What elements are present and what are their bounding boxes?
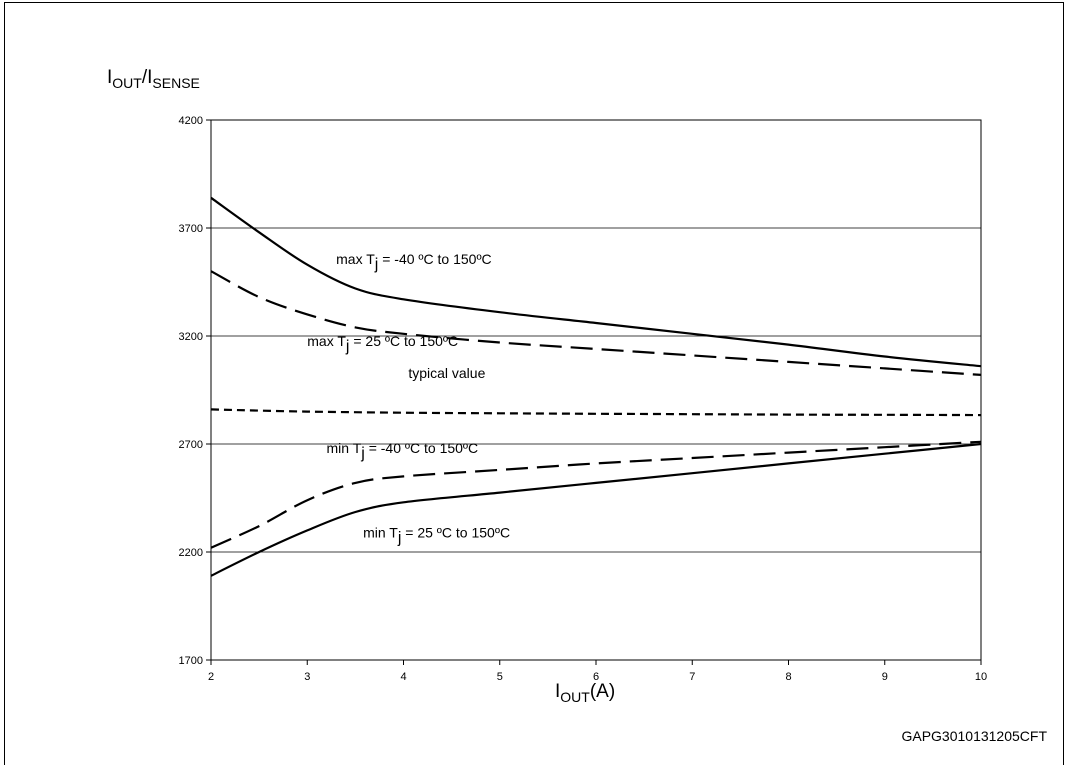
annotation-text-tail: = -40 ºC to 150ºC: [378, 251, 491, 267]
series-line-4-solid: [210, 442, 982, 577]
x-axis-label-sub: OUT: [560, 689, 590, 705]
annotation-text-tail: = -40 ºC to 150ºC: [365, 440, 478, 456]
annotation-min1: min Tj = -40 ºC to 150ºC: [327, 440, 479, 462]
annotation-text: max T: [307, 333, 346, 349]
x-axis-label-unit: (A): [590, 681, 615, 702]
x-tick-label: 7: [689, 671, 695, 683]
x-tick-label: 5: [497, 671, 503, 683]
series-line-1-dashed: [210, 270, 982, 376]
annotation-typ: typical value: [408, 365, 485, 381]
y-tick-label: 2700: [179, 439, 203, 451]
y-tick-label: 4200: [179, 115, 203, 127]
x-tick-label: 8: [785, 671, 791, 683]
series-line-2-dotted: [210, 408, 982, 417]
annotation-max2: max Tj = 25 ºC to 150ºC: [307, 333, 458, 355]
series-line-3-dashed: [210, 440, 982, 549]
y-axis-label-sep: /I: [142, 67, 153, 88]
annotation-subscript: j: [397, 530, 402, 547]
annotation-text: min T: [363, 525, 398, 541]
annotation-text: max T: [336, 251, 375, 267]
y-tick-label: 3200: [179, 331, 203, 343]
y-tick-label: 1700: [179, 655, 203, 667]
series-line-0-solid: [210, 196, 982, 368]
y-axis-label: IOUT/ISENSE: [107, 67, 200, 91]
x-axis-label-main: I: [555, 681, 560, 702]
annotation-text: typical value: [408, 365, 485, 381]
figure-code: GAPG3010131205CFT: [901, 728, 1047, 744]
annotation-text-tail: = 25 ºC to 150ºC: [401, 525, 510, 541]
annotation-min2: min Tj = 25 ºC to 150ºC: [363, 525, 510, 547]
series-group: [210, 196, 982, 577]
annotation-max1: max Tj = -40 ºC to 150ºC: [336, 251, 492, 273]
x-tick-label: 3: [304, 671, 310, 683]
x-tick-label: 9: [882, 671, 888, 683]
annotation-text: min T: [327, 440, 362, 456]
grid-lines: [206, 119, 982, 665]
y-tick-label: 3700: [179, 223, 203, 235]
annotation-subscript: j: [360, 445, 365, 462]
x-tick-label: 4: [400, 671, 406, 683]
y-tick-label: 2200: [179, 547, 203, 559]
y-axis-label-sub2: SENSE: [152, 75, 199, 91]
x-tick-label: 6: [593, 671, 599, 683]
y-axis-label-main: I: [107, 67, 112, 88]
tick-labels: 1700 2200 2700 3200 3700 4200 2 3 4 5 6 7 8 9 10: [179, 115, 988, 683]
annotation-subscript: j: [374, 256, 379, 273]
x-tick-label: 10: [975, 671, 987, 683]
x-tick-label: 2: [208, 671, 214, 683]
y-axis-label-sub1: OUT: [112, 75, 142, 91]
annotation-text-tail: = 25 ºC to 150ºC: [349, 333, 458, 349]
x-axis-label: IOUT(A): [555, 681, 615, 705]
figure-frame: [4, 2, 1064, 765]
annotation-subscript: j: [345, 338, 350, 355]
plot-area-border: [210, 119, 982, 661]
